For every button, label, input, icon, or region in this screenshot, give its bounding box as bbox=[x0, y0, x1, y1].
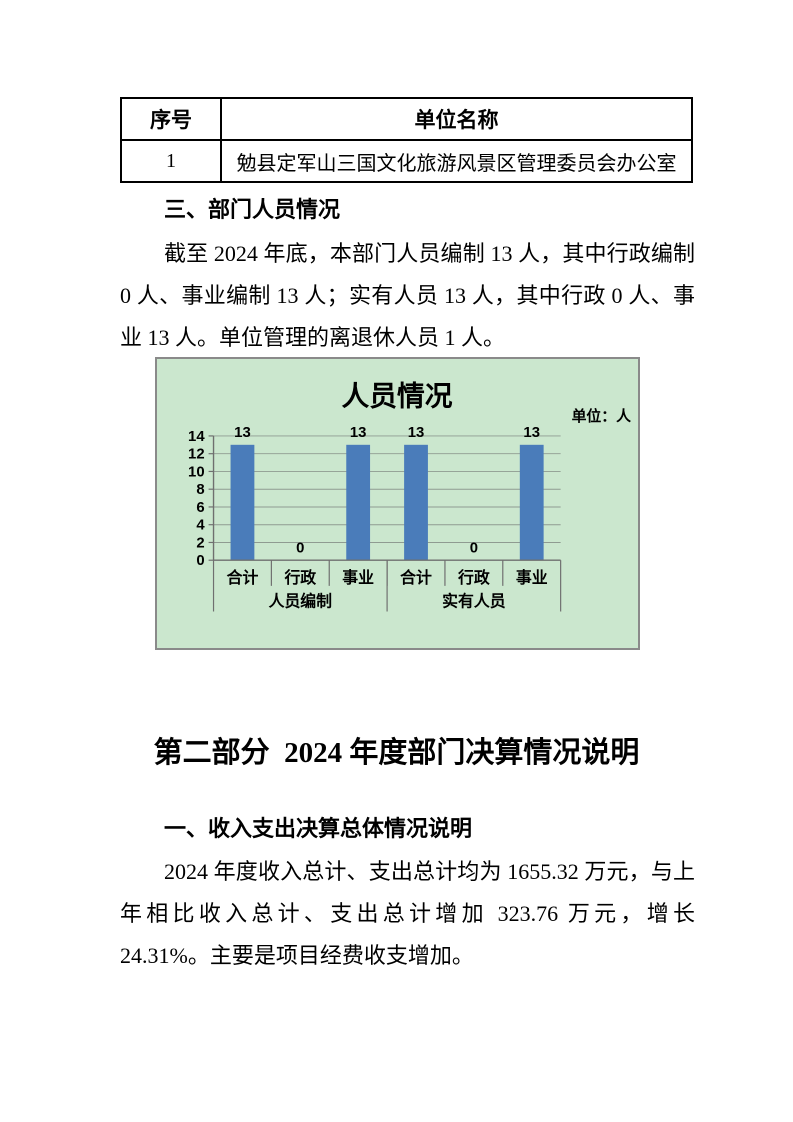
bar-value-label: 13 bbox=[350, 425, 367, 441]
y-tick-label: 2 bbox=[196, 535, 204, 551]
bar-value-label: 13 bbox=[523, 425, 540, 441]
chart-unit-label: 单位：人 bbox=[572, 407, 632, 425]
y-tick-label: 4 bbox=[196, 518, 205, 534]
chart-title: 人员情况 bbox=[341, 380, 452, 411]
category-label: 事业 bbox=[342, 569, 374, 587]
y-tick-label: 14 bbox=[188, 429, 205, 445]
category-label: 行政 bbox=[457, 568, 490, 587]
y-tick-label: 12 bbox=[188, 447, 205, 463]
bar-value-label: 0 bbox=[470, 540, 478, 556]
group-label: 实有人员 bbox=[442, 592, 506, 611]
chart-bar bbox=[346, 444, 371, 561]
chart-bar bbox=[519, 444, 544, 561]
cell-unit-name: 勉县定军山三国文化旅游风景区管理委员会办公室 bbox=[220, 139, 693, 183]
y-tick-label: 0 bbox=[196, 553, 204, 569]
personnel-paragraph: 截至 2024 年底，本部门人员编制 13 人，其中行政编制 0 人、事业编制 … bbox=[120, 241, 695, 350]
category-label: 合计 bbox=[227, 568, 259, 587]
cell-serial-number: 1 bbox=[120, 139, 222, 183]
chart-bar bbox=[404, 444, 428, 561]
category-label: 事业 bbox=[516, 569, 548, 587]
table-header-row: 序号 单位名称 bbox=[120, 97, 693, 141]
y-tick-label: 6 bbox=[196, 500, 204, 516]
income-expenditure-paragraph: 2024 年度收入总计、支出总计均为 1655.32 万元，与上年相比收入总计、… bbox=[120, 859, 695, 968]
part2-heading: 第二部分 2024 年度部门决算情况说明 bbox=[153, 737, 640, 769]
category-label: 合计 bbox=[400, 568, 432, 587]
unit-table: 序号 单位名称 1 勉县定军山三国文化旅游风景区管理委员会办公室 bbox=[120, 97, 693, 183]
category-label: 行政 bbox=[283, 568, 316, 587]
section-heading-personnel: 三、部门人员情况 bbox=[164, 197, 341, 222]
header-unit-name: 单位名称 bbox=[220, 97, 693, 141]
personnel-chart: 人员情况单位：人 0 2 4 6 8 10 12 14 13 0 13 13 0 13 合计 行政 事业 合计 行政 事… bbox=[155, 357, 640, 650]
group-label: 人员编制 bbox=[269, 592, 332, 611]
bar-value-label: 13 bbox=[408, 425, 425, 441]
y-tick-label: 10 bbox=[188, 464, 205, 480]
bar-value-label: 0 bbox=[296, 540, 304, 556]
y-tick-label: 8 bbox=[196, 482, 204, 498]
chart-bar bbox=[230, 444, 255, 561]
table-row: 1 勉县定军山三国文化旅游风景区管理委员会办公室 bbox=[120, 139, 693, 183]
bar-value-label: 13 bbox=[234, 425, 251, 441]
header-serial-number: 序号 bbox=[120, 97, 222, 141]
section-heading-income-expenditure: 一、收入支出决算总体情况说明 bbox=[164, 816, 473, 841]
